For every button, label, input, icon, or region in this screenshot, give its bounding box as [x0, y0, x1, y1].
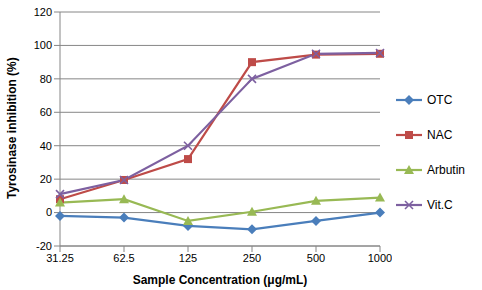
html-text:Arbutin: Arbutin	[427, 162, 465, 177]
svg-text:31.25: 31.25	[46, 252, 74, 264]
html-text:OTC: OTC	[427, 92, 453, 107]
svg-text:62.5: 62.5	[113, 252, 134, 264]
svg-text:500: 500	[307, 252, 325, 264]
svg-text:40: 40	[40, 140, 52, 152]
svg-text:0: 0	[46, 206, 52, 218]
svg-text:60: 60	[40, 106, 52, 118]
svg-text:1000: 1000	[368, 252, 392, 264]
svg-text:250: 250	[243, 252, 261, 264]
svg-text:125: 125	[179, 252, 197, 264]
html-text:Vit.C: Vit.C	[427, 197, 453, 212]
svg-text:80: 80	[40, 73, 52, 85]
svg-text:-20: -20	[36, 240, 52, 252]
svg-text:100: 100	[34, 39, 52, 51]
svg-text:120: 120	[34, 6, 52, 18]
svg-text:Sample Concentration (μg/mL): Sample Concentration (μg/mL)	[133, 273, 308, 287]
svg-text:Tyrosinase inhibition (%): Tyrosinase inhibition (%)	[5, 57, 19, 199]
html-text:NAC: NAC	[427, 127, 453, 142]
svg-text:20: 20	[40, 173, 52, 185]
